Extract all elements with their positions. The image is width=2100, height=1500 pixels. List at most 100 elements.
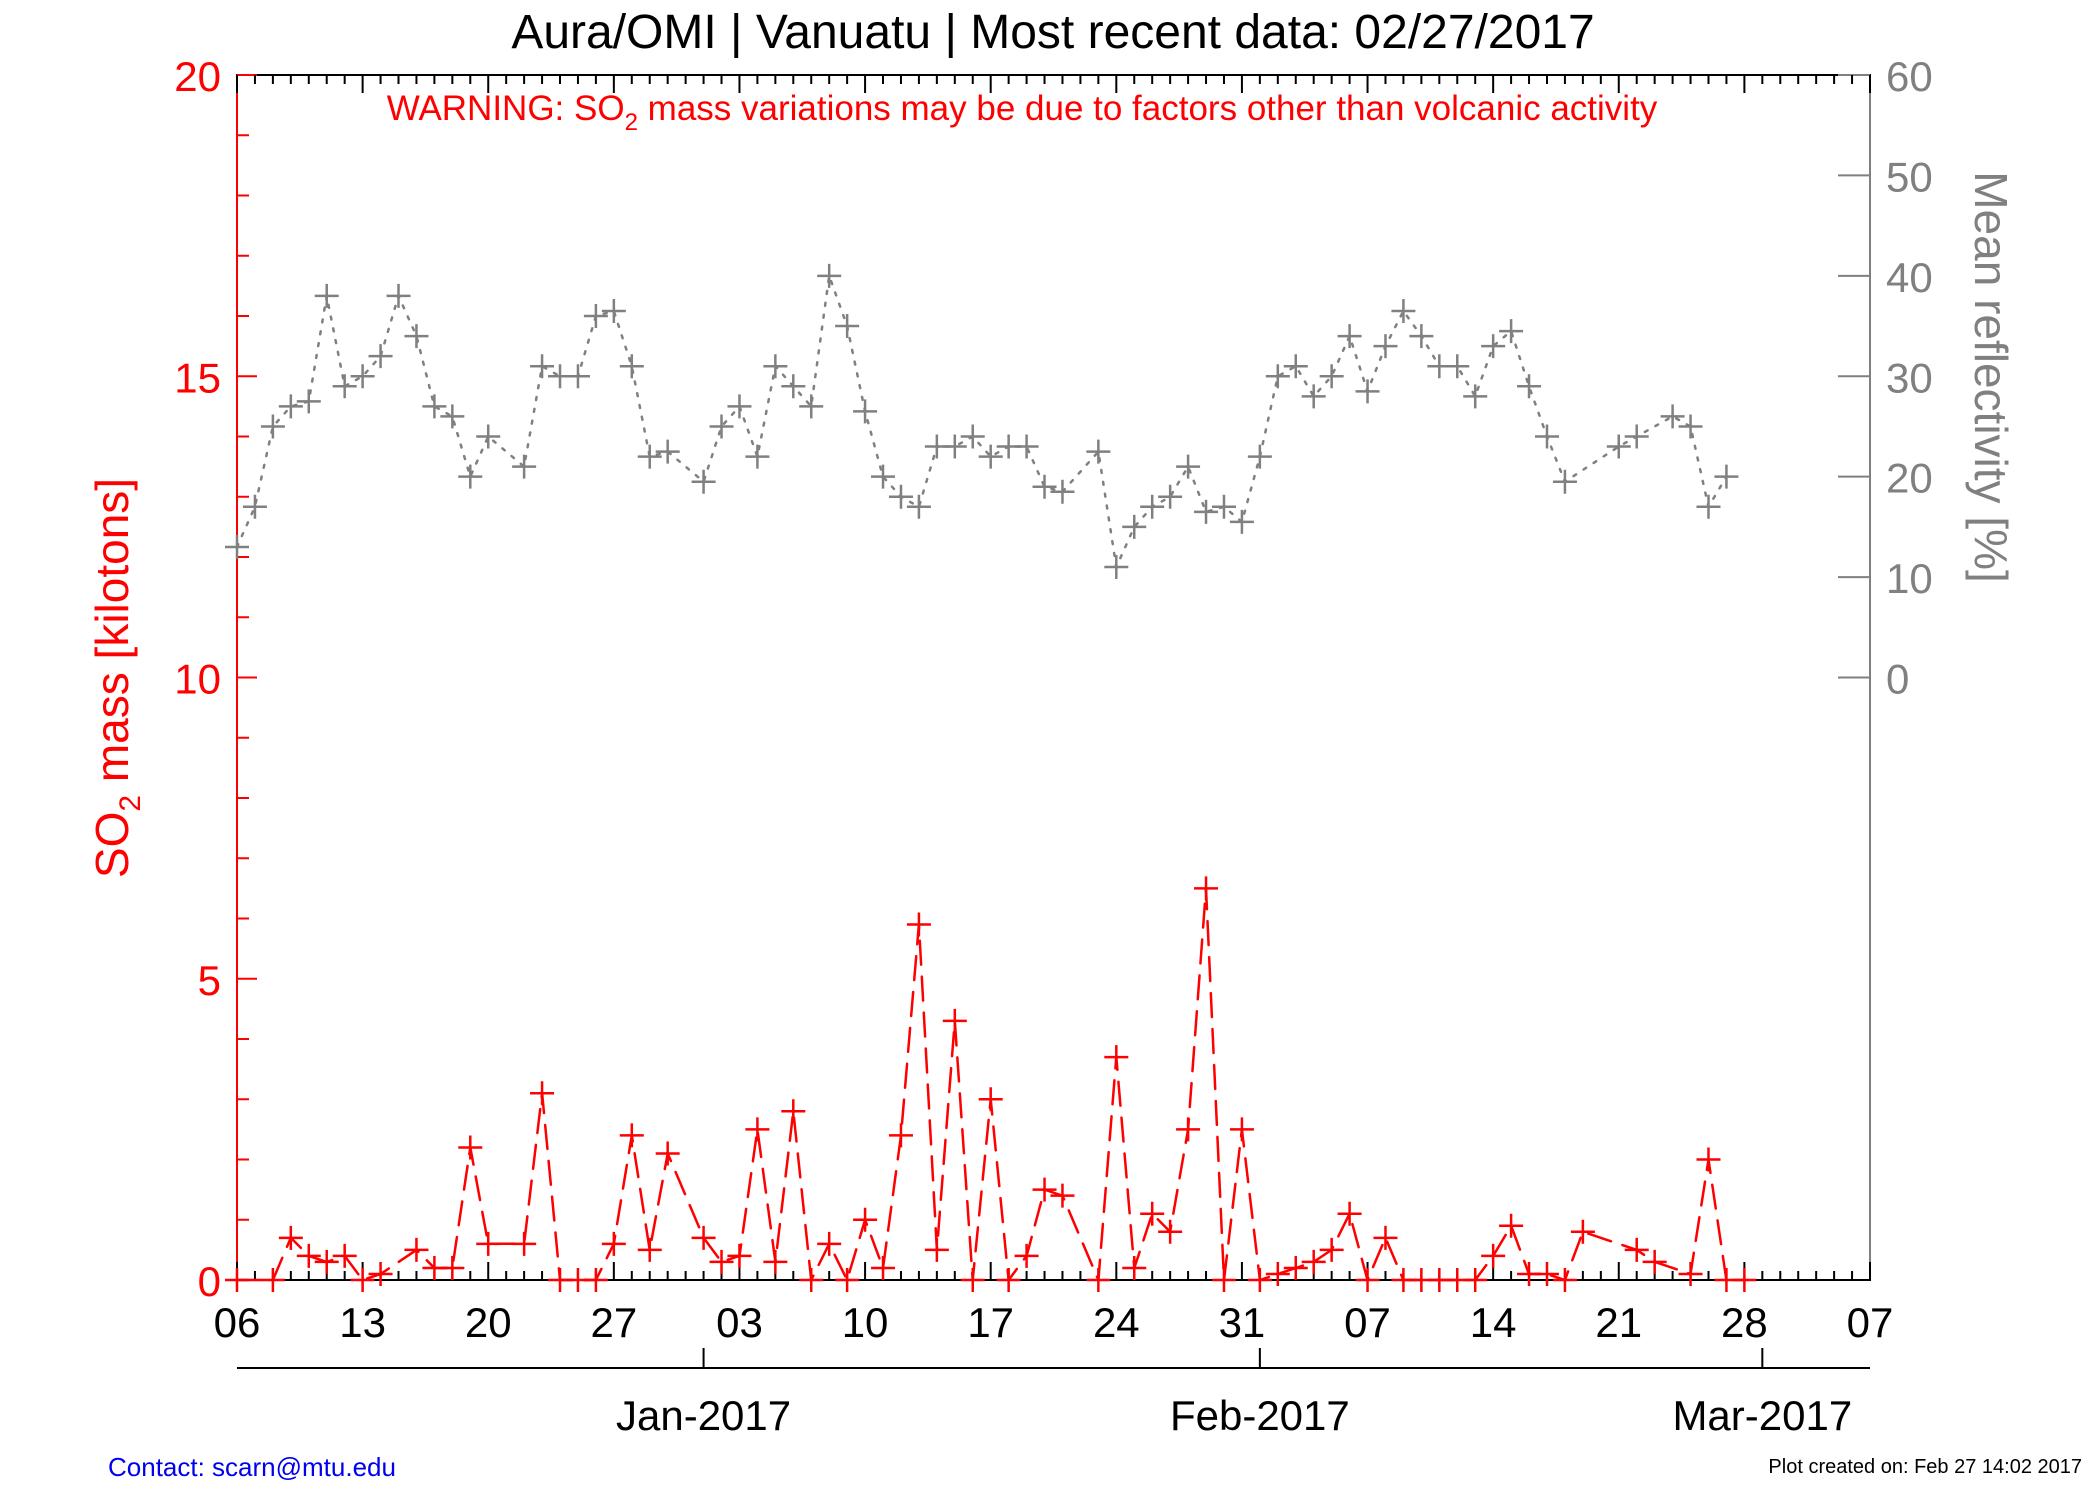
data-point-marker xyxy=(278,1225,303,1250)
data-point-marker xyxy=(530,1081,555,1106)
data-point-marker xyxy=(1552,1268,1577,1292)
left-axis-label-sub: 2 xyxy=(114,795,147,812)
data-point-marker xyxy=(799,394,824,419)
data-point-marker xyxy=(1265,364,1290,389)
contact-link[interactable]: Contact: scarn@mtu.edu xyxy=(108,1452,396,1482)
data-point-marker xyxy=(314,283,339,308)
data-point-marker xyxy=(691,1225,716,1250)
data-point-marker xyxy=(817,1231,842,1256)
data-point-marker xyxy=(942,434,967,459)
data-point-marker xyxy=(1158,484,1183,509)
right-tick-label: 60 xyxy=(1886,53,1933,100)
data-point-marker xyxy=(1194,499,1219,524)
data-point-marker xyxy=(960,1268,985,1292)
data-point-marker xyxy=(1481,1243,1506,1268)
x-tick-label: 06 xyxy=(214,1299,261,1346)
data-point-marker xyxy=(1283,1255,1308,1280)
data-point-marker xyxy=(404,1237,429,1262)
x-tick-label: 17 xyxy=(967,1299,1014,1346)
left-tick-label: 10 xyxy=(174,656,221,703)
x-tick-label: 21 xyxy=(1595,1299,1642,1346)
warning-text: WARNING: SO2 mass variations may be due … xyxy=(387,89,1658,136)
data-point-marker xyxy=(1463,384,1488,409)
data-point-marker xyxy=(1140,1201,1165,1226)
warning-subscript: 2 xyxy=(625,109,638,136)
data-point-marker xyxy=(745,444,770,469)
data-point-marker xyxy=(781,1099,806,1124)
data-point-marker xyxy=(1050,479,1075,504)
data-point-marker xyxy=(1678,1261,1703,1286)
data-point-marker xyxy=(476,424,501,449)
data-point-marker xyxy=(422,394,447,419)
x-tick-label: 10 xyxy=(842,1299,889,1346)
left-tick-label: 5 xyxy=(198,957,221,1004)
data-point-marker xyxy=(1624,1237,1649,1262)
data-point-marker xyxy=(655,439,680,464)
data-point-marker xyxy=(368,344,393,369)
x-axis: 06 13 20 27 03 10 17 24 31 07 14 21 28 07 xyxy=(214,75,1893,1346)
data-point-marker xyxy=(1158,1219,1183,1244)
data-point-marker xyxy=(1014,1243,1039,1268)
data-point-marker xyxy=(565,364,590,389)
left-tick-label: 20 xyxy=(174,53,221,100)
data-point-marker xyxy=(583,1268,608,1292)
data-point-marker xyxy=(1696,1147,1721,1172)
data-point-marker xyxy=(332,1243,357,1268)
so2-series xyxy=(225,876,1757,1292)
data-point-marker xyxy=(225,534,249,559)
data-point-marker xyxy=(1552,469,1577,494)
data-point-marker xyxy=(440,404,465,429)
warning-so: WARNING: SO xyxy=(387,89,625,128)
x-tick-label: 27 xyxy=(590,1299,637,1346)
data-point-marker xyxy=(853,399,878,424)
data-point-marker xyxy=(296,1243,321,1268)
right-tick-label: 30 xyxy=(1886,354,1933,401)
data-point-marker xyxy=(350,364,375,389)
right-axis-label: Mean reflectivity [%] xyxy=(1965,171,2017,583)
data-point-marker xyxy=(1624,424,1649,449)
data-point-marker xyxy=(1122,514,1147,539)
data-point-marker xyxy=(906,494,931,519)
plot-created-text: Plot created on: Feb 27 14:02 2017 xyxy=(1768,1456,2082,1478)
data-point-marker xyxy=(1409,324,1434,349)
data-point-marker xyxy=(727,394,752,419)
data-point-marker xyxy=(1534,424,1559,449)
x-tick-label: 20 xyxy=(465,1299,512,1346)
data-point-marker xyxy=(1176,1117,1201,1142)
data-point-marker xyxy=(942,1008,967,1033)
data-point-marker xyxy=(1714,464,1739,489)
data-point-marker xyxy=(1104,555,1129,580)
x-tick-label: 24 xyxy=(1093,1299,1140,1346)
data-point-marker xyxy=(655,1141,680,1166)
data-point-marker xyxy=(314,1249,339,1274)
data-point-marker xyxy=(1319,1237,1344,1262)
data-point-marker xyxy=(888,1123,913,1148)
month-axis: Jan-2017 Feb-2017 Mar-2017 xyxy=(237,1348,1870,1439)
data-point-marker xyxy=(601,1231,626,1256)
data-point-marker xyxy=(1032,474,1057,499)
data-point-marker xyxy=(996,1268,1021,1292)
data-point-marker xyxy=(727,1243,752,1268)
data-point-marker xyxy=(1014,434,1039,459)
right-tick-label: 10 xyxy=(1886,555,1933,602)
data-point-marker xyxy=(296,389,321,414)
data-point-marker xyxy=(1355,379,1380,404)
data-point-marker xyxy=(888,484,913,509)
data-point-marker xyxy=(1660,404,1685,429)
data-point-marker xyxy=(225,1268,249,1292)
x-tick-label: 03 xyxy=(716,1299,763,1346)
right-tick-label: 50 xyxy=(1886,153,1933,200)
data-point-marker xyxy=(1696,494,1721,519)
left-tick-label: 0 xyxy=(198,1258,221,1305)
data-point-marker xyxy=(332,374,357,399)
x-tick-label: 07 xyxy=(1344,1299,1391,1346)
data-point-marker xyxy=(1570,1219,1595,1244)
data-point-marker xyxy=(1301,1249,1326,1274)
data-point-marker xyxy=(512,1231,537,1256)
data-point-marker xyxy=(763,354,788,379)
data-point-marker xyxy=(978,1087,1003,1112)
data-point-marker xyxy=(1373,334,1398,359)
data-point-marker xyxy=(1211,494,1236,519)
data-point-marker xyxy=(1391,298,1416,323)
data-point-marker xyxy=(404,324,429,349)
